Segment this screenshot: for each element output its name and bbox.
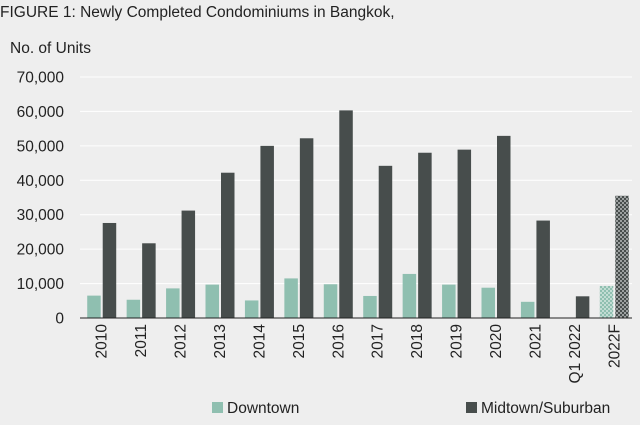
bar-downtown — [126, 299, 141, 318]
y-tick-label: 0 — [55, 311, 64, 328]
bar-downtown — [363, 295, 377, 318]
y-tick-label: 30,000 — [17, 207, 65, 224]
bar-downtown — [520, 301, 535, 318]
x-tick-label: 2010 — [94, 324, 111, 359]
legend-swatch — [466, 402, 477, 413]
y-tick-label: 70,000 — [17, 70, 65, 87]
bar-midtown-suburban — [299, 138, 314, 318]
x-tick-label: 2022F — [606, 324, 623, 368]
y-tick-label: 10,000 — [17, 276, 65, 293]
bar-midtown-suburban — [260, 145, 274, 318]
y-tick-label: 50,000 — [17, 138, 65, 155]
bar-downtown — [166, 288, 180, 318]
bar-downtown — [284, 278, 298, 318]
y-axis-title: No. of Units — [10, 40, 91, 57]
x-tick-label: 2011 — [133, 324, 150, 357]
bar-downtown — [599, 285, 614, 318]
x-tick-label: 2013 — [212, 324, 229, 358]
bar-downtown — [87, 295, 101, 318]
legend-item-midtown-suburban: Midtown/Suburban — [466, 400, 610, 417]
x-tick-label: Q1 2022 — [567, 324, 584, 383]
bar-midtown-suburban — [536, 220, 550, 318]
bar-downtown — [244, 300, 259, 318]
bar-midtown-suburban — [497, 135, 511, 318]
y-tick-label: 60,000 — [17, 104, 65, 121]
legend-item-downtown: Downtown — [212, 400, 299, 417]
bar-downtown — [323, 284, 338, 318]
x-tick-labels: 2010 2011 2012 2013 2014 2015 2016 2017 2018 2019… — [94, 324, 624, 384]
bar-downtown — [481, 287, 495, 318]
x-tick-label: 2019 — [449, 324, 466, 358]
x-tick-label: 2017 — [370, 324, 387, 358]
x-tick-label: 2012 — [173, 324, 190, 358]
x-tick-label: 2016 — [330, 324, 347, 358]
figure-title: FIGURE 1: Newly Completed Condominiums i… — [0, 4, 395, 21]
y-tick-label: 20,000 — [17, 242, 65, 259]
x-tick-label: 2015 — [291, 324, 308, 358]
bar-midtown-suburban — [615, 195, 629, 318]
legend-label: Midtown/Suburban — [481, 400, 610, 417]
legend: Downtown Midtown/Suburban — [212, 400, 610, 417]
legend-label: Downtown — [227, 400, 299, 417]
x-tick-label: 2018 — [409, 324, 426, 358]
bar-midtown-suburban — [221, 172, 235, 318]
bar-midtown-suburban — [181, 210, 196, 318]
x-tick-label: 2021 — [527, 324, 544, 358]
y-tick-label: 40,000 — [17, 173, 65, 190]
bar-downtown — [402, 273, 417, 318]
bar-midtown-suburban — [378, 165, 393, 318]
bar-downtown — [205, 284, 219, 318]
legend-swatch — [212, 402, 223, 413]
bars — [87, 110, 629, 318]
bar-midtown-suburban — [102, 222, 117, 318]
y-tick-labels: 0 10,000 20,000 30,000 40,000 50,000 60,000 70,… — [17, 70, 65, 328]
bar-midtown-suburban — [339, 110, 353, 318]
bar-downtown — [442, 284, 456, 318]
bar-midtown-suburban — [457, 149, 472, 318]
bar-midtown-suburban — [575, 296, 590, 318]
x-tick-label: 2020 — [488, 324, 505, 359]
x-tick-label: 2014 — [251, 324, 268, 359]
bar-midtown-suburban — [418, 152, 432, 318]
bar-midtown-suburban — [142, 243, 156, 318]
